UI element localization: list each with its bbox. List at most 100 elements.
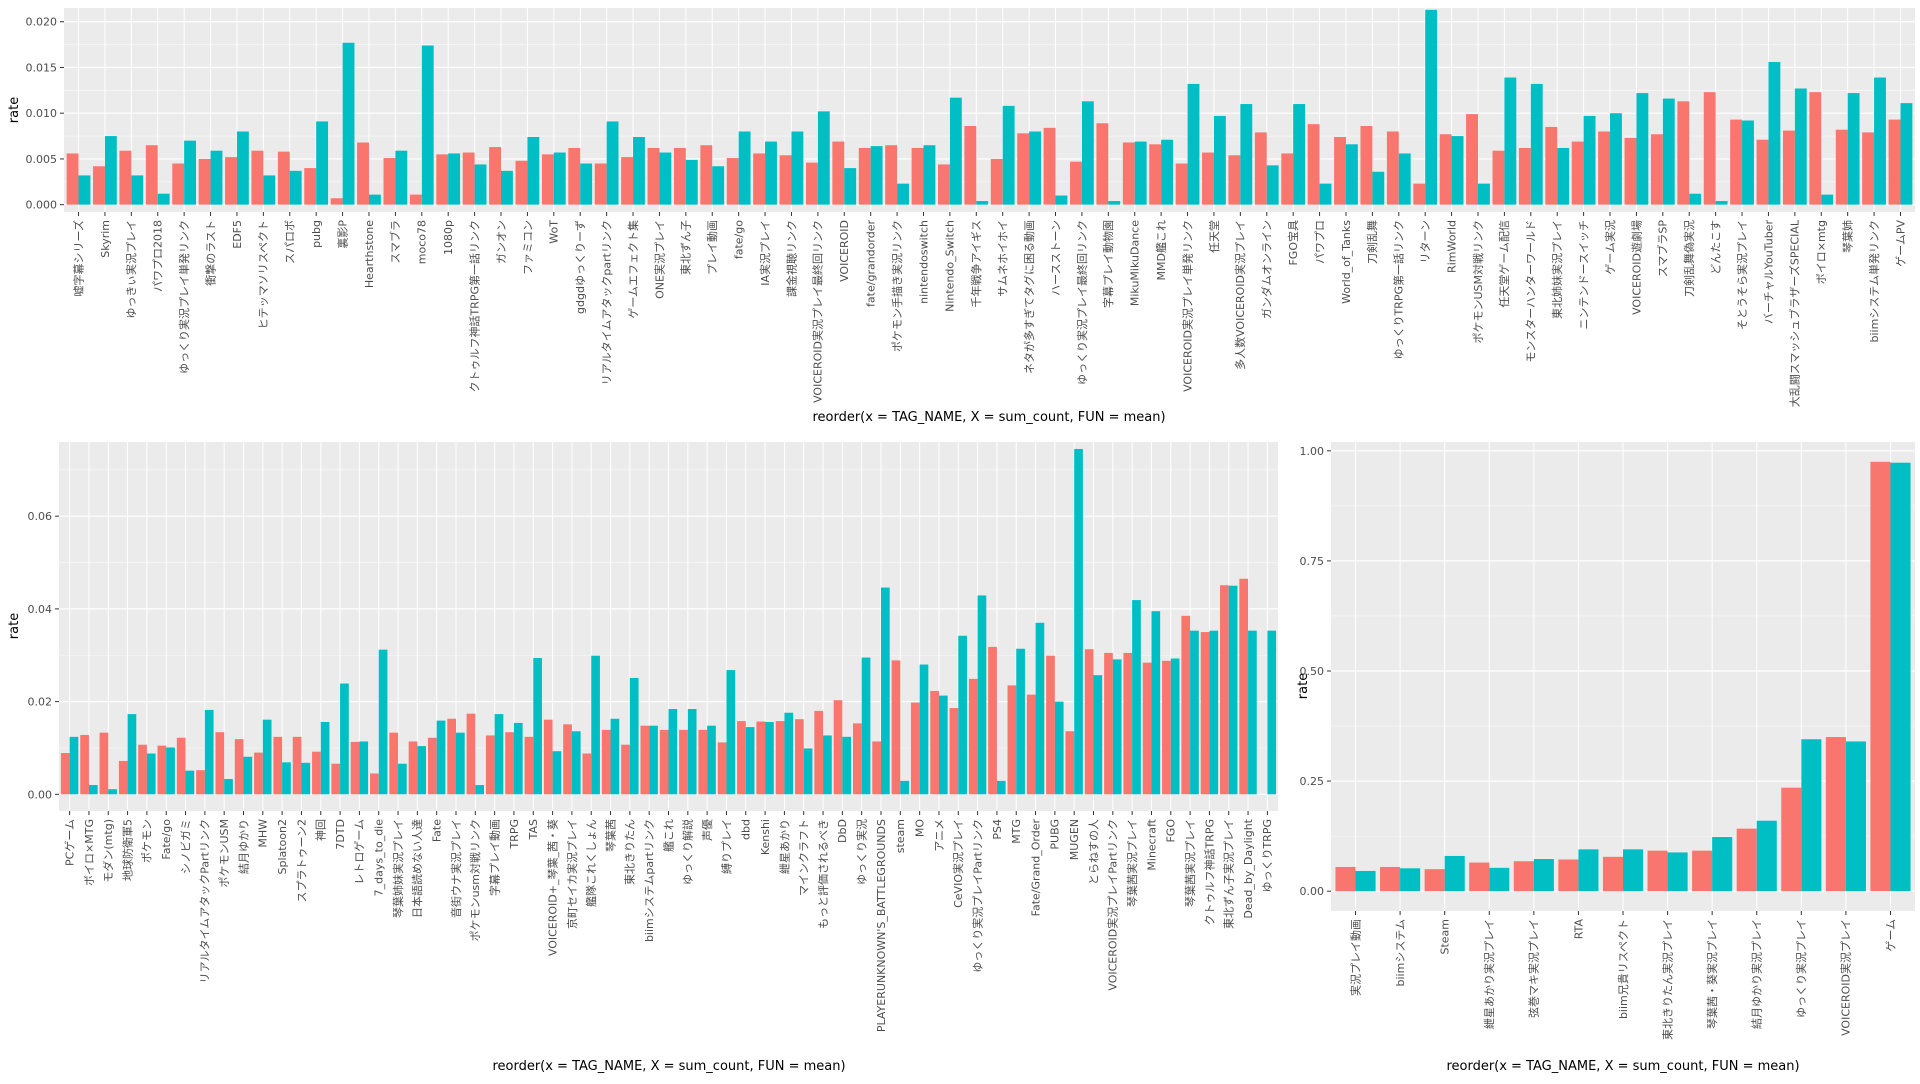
x-tick-label: PCゲーム [63, 819, 76, 866]
bar-series-b [185, 770, 195, 795]
bar-series-b [1134, 141, 1147, 205]
x-tick-label: MMD艦これ [1154, 220, 1168, 280]
bar-series-a [505, 732, 514, 795]
bar-series-a [659, 729, 669, 795]
bar-series-a [1175, 163, 1188, 205]
bar-series-b [687, 709, 697, 795]
x-tick-label: FGO宝具 [1286, 220, 1300, 266]
bar-series-b [668, 709, 678, 795]
x-tick-label: MHW [257, 819, 270, 848]
bar-series-a [1149, 144, 1162, 205]
bar-series-a [1281, 153, 1294, 205]
bar-series-a [1730, 119, 1743, 205]
bar-series-a [1888, 119, 1901, 205]
bar-series-b [359, 741, 369, 795]
x-tick-label: 京町セイカ実況プレイ [565, 819, 579, 929]
bar-series-b [1801, 739, 1822, 892]
bar-series-a [990, 158, 1003, 205]
x-tick-label: パワプロ2018 [152, 220, 165, 292]
bar-series-a [1650, 134, 1663, 205]
bar-series-b [765, 141, 777, 205]
bar-series-a [779, 155, 792, 205]
bar-series-a [949, 708, 959, 795]
bar-series-b [1319, 183, 1332, 205]
x-axis-title: reorder(x = TAG_NAME, X = sum_count, FUN… [492, 1059, 845, 1074]
bar-series-a [370, 773, 379, 795]
bar-series-b [1016, 648, 1025, 795]
bar-series-b [938, 695, 948, 795]
x-tick-label: 刀剣乱舞偽実況 [1682, 220, 1696, 297]
x-tick-label: Kenshi [759, 819, 772, 855]
bar-series-b [1093, 675, 1103, 795]
bar-series-b [1890, 462, 1911, 892]
x-tick-label: 音街ウナ実況プレイ [449, 819, 463, 918]
x-axis-title: reorder(x = TAG_NAME, X = sum_count, FUN… [1446, 1059, 1799, 1074]
bar-series-a [447, 718, 456, 795]
bar-series-b [1874, 77, 1886, 205]
bar-series-a [541, 154, 554, 205]
bar-series-a [524, 736, 534, 795]
x-tick-label: MTG [1010, 819, 1023, 844]
x-tick-label: ボイロ×mtg [1815, 220, 1828, 284]
x-tick-label: レトロゲーム [353, 819, 366, 885]
x-tick-label: Dead_by_Daylight [1242, 818, 1255, 918]
bar-series-a [1046, 655, 1055, 795]
x-tick-label: もっと評価されるべき [816, 819, 830, 929]
x-tick-label: 結月ゆかり実況プレイ [1750, 919, 1764, 1029]
bar-series-a [251, 150, 264, 205]
bar-series-b [1489, 867, 1510, 892]
bar-series-b [817, 111, 830, 205]
x-tick-label: nintendoswitch [917, 220, 930, 304]
bar-series-a [292, 736, 302, 795]
x-tick-label: 嘘字幕シリーズ [71, 220, 85, 296]
x-tick-label: fate/grandorder [865, 220, 878, 307]
x-tick-label: VOICEROID [838, 220, 851, 282]
x-tick-label: steam [894, 819, 907, 853]
chart-bottom-left: 0.00 0.02 0.04 0.06 PCゲーム ボイロ×MTG モダン(mtg) 地球防衛… [7, 442, 1278, 1074]
bar-series-a [273, 736, 283, 795]
bar-series-a [330, 198, 343, 205]
x-tick-label: ヒテッマソリスペクト [257, 220, 270, 329]
x-tick-label: 琴葉茜実況プレイ [1183, 819, 1197, 907]
x-tick-label: VOICEROID遊劇場 [1629, 220, 1643, 315]
bar-series-a [1220, 585, 1229, 795]
x-tick-label: Fate [431, 819, 444, 842]
x-tick-label: 多人数VOICEROID実況プレイ [1233, 220, 1247, 370]
bar-series-a [277, 151, 290, 205]
bar-series-b [1074, 448, 1083, 795]
bar-series-a [1558, 859, 1579, 892]
x-tick-label: リターン [1419, 220, 1432, 263]
bar-series-b [455, 732, 465, 795]
x-tick-label: EDF5 [231, 220, 244, 249]
bar-series-a [1065, 731, 1075, 795]
bar-series-a [515, 160, 528, 205]
bar-series-a [383, 158, 396, 205]
bar-series-b [791, 131, 804, 205]
x-tick-label: 東北ずん子実況プレイ [1222, 819, 1236, 929]
bar-series-b [1636, 93, 1649, 205]
bar-series-a [964, 126, 977, 205]
x-tick-label: 千年戦争アイギス [969, 220, 983, 307]
bar-series-a [1202, 152, 1214, 205]
bar-series-b [127, 714, 137, 795]
x-tick-label: VOICEROID+_琴葉_茜・葵 [545, 819, 559, 956]
bar-series-b [1267, 630, 1277, 795]
bar-series-a [1439, 134, 1452, 205]
bar-series-a [331, 763, 341, 795]
x-tick-label: 任天堂 [1208, 220, 1221, 253]
x-tick-label: FGO [1165, 819, 1178, 843]
bar-series-a [891, 660, 901, 795]
bar-series-a [832, 141, 845, 205]
x-tick-label: ポケモンUSM対戦リンク [1471, 220, 1485, 344]
bar-series-b [533, 658, 542, 795]
x-tick-label: gdgdゆっくりーず [574, 220, 587, 314]
x-tick-label: Steam [1439, 919, 1452, 955]
x-tick-label: ゆっくりTRPG [1261, 819, 1274, 893]
bar-series-a [1360, 126, 1373, 205]
bar-series-b [685, 159, 698, 205]
bar-series-b [633, 136, 645, 205]
bar-series-a [234, 739, 244, 795]
bar-series-b [501, 170, 513, 205]
bar-series-a [1228, 155, 1241, 205]
bar-series-a [1677, 101, 1690, 205]
